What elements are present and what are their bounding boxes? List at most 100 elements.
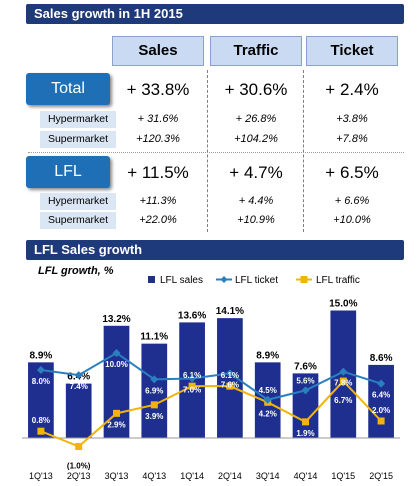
point-lfl-traffic	[113, 409, 120, 417]
col-header-ticket: Ticket	[306, 36, 398, 66]
bar-value-label: 8.9%	[30, 350, 53, 361]
ticket-value-label: 10.0%	[105, 360, 128, 369]
total-ticket-value: + 2.4%	[325, 80, 379, 99]
point-lfl-traffic	[188, 382, 196, 390]
bar-value-label: 8.9%	[256, 350, 279, 361]
bar-lfl-sales	[65, 383, 92, 438]
lfl-super-traffic: +10.9%	[237, 214, 275, 226]
x-tick-label: 2Q'15	[369, 471, 393, 481]
bar-lfl-sales	[217, 318, 243, 438]
column-separator	[303, 70, 304, 232]
traffic-value-label: 3.9%	[145, 412, 163, 421]
point-lfl-ticket	[74, 371, 83, 380]
legend-marker-lfl-traffic	[300, 276, 308, 283]
lfl-ticket-value: + 6.5%	[325, 163, 379, 182]
chart-title: LFL growth, %	[38, 265, 114, 277]
bar-value-label: 13.2%	[102, 314, 130, 325]
point-lfl-traffic	[226, 382, 234, 390]
ticket-value-label: 7.6%	[221, 380, 239, 389]
line-lfl-traffic	[40, 379, 382, 448]
point-lfl-ticket	[225, 369, 234, 378]
legend-marker-lfl-ticket	[220, 276, 228, 283]
lfl-super-ticket: +10.0%	[333, 214, 371, 226]
x-tick-label: 4Q'14	[294, 471, 318, 481]
point-lfl-ticket	[339, 367, 348, 376]
lfl-traffic-value: + 4.7%	[229, 163, 283, 182]
traffic-value-label: 6.1%	[183, 371, 201, 380]
total-hyper-sales: + 31.6%	[137, 113, 179, 125]
lfl-super-sales: +22.0%	[139, 214, 177, 226]
point-lfl-ticket	[188, 374, 197, 383]
bar-value-label: 11.1%	[140, 332, 168, 343]
point-lfl-traffic	[150, 401, 158, 409]
point-lfl-traffic	[339, 377, 347, 385]
sub-label-hypermarket: Hypermarket	[40, 111, 116, 128]
row-label-lfl: LFL	[26, 156, 110, 188]
x-tick-label: 2Q'13	[67, 471, 91, 481]
lfl-hyper-traffic: + 4.4%	[238, 195, 274, 207]
traffic-value-label: 6.7%	[334, 396, 352, 405]
bar-lfl-sales	[368, 364, 394, 438]
point-lfl-ticket	[377, 379, 386, 388]
ticket-value-label: 6.9%	[145, 386, 163, 395]
ticket-value-label: 5.6%	[296, 376, 314, 385]
traffic-value-label: 1.9%	[296, 429, 314, 438]
point-lfl-ticket	[301, 386, 310, 395]
total-traffic-value: + 30.6%	[224, 80, 288, 99]
traffic-value-label: 2.0%	[372, 406, 390, 415]
bar-value-label: 8.6%	[370, 353, 393, 364]
bar-value-label: 15.0%	[329, 299, 357, 310]
bar-lfl-sales	[292, 373, 319, 438]
bar-value-label: 14.1%	[216, 306, 244, 317]
total-hyper-ticket: +3.8%	[336, 113, 368, 125]
total-hyper-traffic: + 26.8%	[235, 113, 277, 125]
sub-label-supermarket: Supermarket	[40, 131, 116, 148]
traffic-value-label: 0.8%	[32, 416, 50, 425]
ticket-value-label: 7.8%	[334, 379, 352, 388]
sub-label-supermarket: Supermarket	[40, 212, 116, 229]
x-tick-label: 3Q'13	[105, 471, 129, 481]
point-lfl-ticket	[36, 366, 45, 374]
x-tick-label: 1Q'14	[180, 471, 204, 481]
traffic-value-label: 6.1%	[221, 371, 239, 380]
bar-lfl-sales	[103, 325, 130, 438]
lfl-sales-value: + 11.5%	[127, 163, 189, 182]
line-lfl-ticket	[40, 351, 382, 401]
x-tick-label: 1Q'15	[331, 471, 355, 481]
traffic-value-label: 4.2%	[259, 409, 277, 418]
point-lfl-traffic	[75, 443, 83, 450]
x-tick-label: 1Q'13	[29, 471, 53, 481]
ticket-value-label: 4.5%	[259, 386, 277, 395]
x-tick-label: 3Q'14	[256, 471, 280, 481]
lfl-hyper-ticket: + 6.6%	[334, 195, 370, 207]
bar-lfl-sales	[28, 362, 54, 438]
ticket-value-label: 7.0%	[183, 386, 201, 395]
point-lfl-ticket	[150, 375, 159, 384]
lfl-hyper-sales: +11.3%	[139, 195, 177, 207]
x-tick-label: 4Q'13	[142, 471, 166, 481]
legend-swatch-lfl-sales	[148, 276, 155, 283]
total-sales-value: + 33.8%	[126, 80, 190, 99]
ticket-value-label: 8.0%	[32, 377, 50, 386]
col-header-sales: Sales	[112, 36, 204, 66]
point-lfl-traffic	[37, 427, 45, 435]
point-lfl-traffic	[302, 418, 309, 426]
sub-label-hypermarket: Hypermarket	[40, 193, 116, 210]
total-super-traffic: +104.2%	[234, 133, 278, 145]
bar-value-label: 7.6%	[294, 361, 317, 372]
table-section-title: Sales growth in 1H 2015	[26, 4, 404, 24]
x-tick-label: 2Q'14	[218, 471, 242, 481]
total-super-sales: +120.3%	[136, 133, 180, 145]
point-lfl-traffic	[377, 417, 385, 425]
total-super-ticket: +7.8%	[336, 133, 368, 145]
legend-label-lfl-traffic: LFL traffic	[316, 275, 360, 286]
legend-label-lfl-sales: LFL sales	[160, 275, 203, 286]
ticket-value-label: 6.4%	[372, 391, 390, 400]
point-lfl-ticket	[112, 349, 121, 357]
point-lfl-ticket	[263, 395, 272, 404]
bar-value-label: 13.6%	[178, 310, 206, 321]
column-separator	[207, 70, 208, 232]
ticket-value-label: 7.4%	[70, 382, 88, 391]
traffic-value-label: (1.0%)	[67, 462, 91, 471]
bar-lfl-sales	[141, 343, 168, 438]
